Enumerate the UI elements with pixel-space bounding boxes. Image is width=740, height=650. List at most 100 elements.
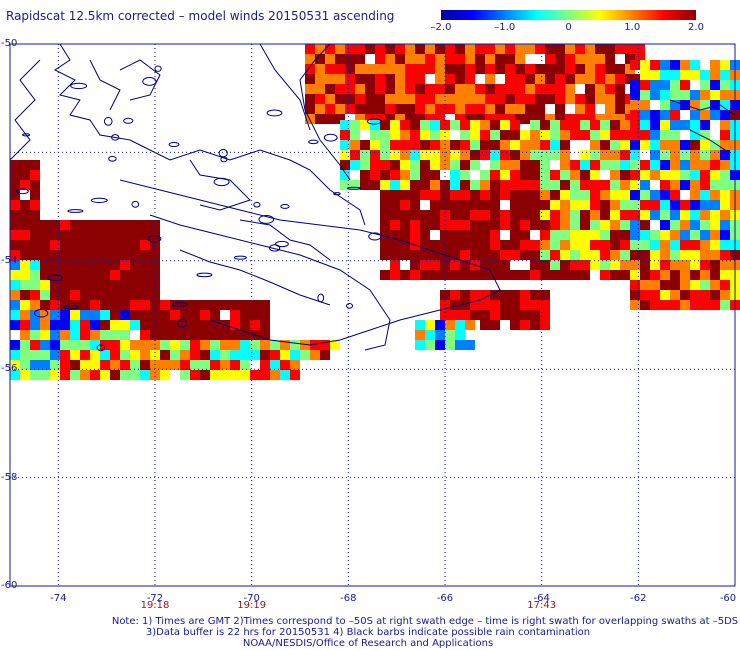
wind-cell bbox=[305, 54, 315, 64]
wind-cell bbox=[445, 74, 455, 84]
wind-cell bbox=[460, 160, 470, 170]
wind-cell bbox=[400, 220, 410, 230]
wind-cell bbox=[120, 310, 130, 320]
wind-cell bbox=[380, 270, 390, 280]
wind-cell bbox=[380, 120, 390, 130]
wind-cell bbox=[405, 114, 415, 124]
wind-cell bbox=[620, 190, 630, 200]
latitude-label: -56 bbox=[1, 363, 18, 375]
wind-cell bbox=[640, 90, 650, 100]
coast-line bbox=[689, 129, 726, 151]
wind-cell bbox=[670, 100, 680, 110]
wind-cell bbox=[520, 130, 530, 140]
wind-cell bbox=[430, 200, 440, 210]
island bbox=[154, 65, 162, 72]
wind-cell bbox=[100, 270, 110, 280]
wind-cell bbox=[130, 260, 140, 270]
wind-cell bbox=[490, 230, 500, 240]
wind-cell bbox=[10, 340, 20, 350]
wind-cell bbox=[560, 260, 570, 270]
wind-cell bbox=[410, 170, 420, 180]
wind-cell bbox=[370, 180, 380, 190]
wind-cell bbox=[605, 114, 615, 124]
island bbox=[15, 188, 29, 195]
wind-cell bbox=[380, 130, 390, 140]
wind-cell bbox=[280, 360, 290, 370]
wind-cell bbox=[30, 340, 40, 350]
latitude-label: -58 bbox=[1, 471, 18, 483]
wind-cell bbox=[290, 350, 300, 360]
wind-cell bbox=[605, 74, 615, 84]
wind-cell bbox=[70, 230, 80, 240]
wind-cell bbox=[510, 190, 520, 200]
wind-cell bbox=[480, 130, 490, 140]
wind-cell bbox=[460, 170, 470, 180]
wind-cell bbox=[180, 310, 190, 320]
wind-cell bbox=[410, 260, 420, 270]
wind-cell bbox=[200, 360, 210, 370]
wind-cell bbox=[170, 350, 180, 360]
wind-cell bbox=[500, 150, 510, 160]
wind-cell bbox=[315, 64, 325, 74]
wind-cell bbox=[690, 140, 700, 150]
wind-cell bbox=[240, 330, 250, 340]
wind-cell bbox=[100, 300, 110, 310]
wind-cell bbox=[710, 140, 720, 150]
wind-cell bbox=[425, 320, 435, 330]
wind-cell bbox=[400, 130, 410, 140]
wind-cell bbox=[465, 94, 475, 104]
swath-time-label: 17:43 bbox=[527, 600, 557, 611]
wind-cell bbox=[430, 190, 440, 200]
wind-cell bbox=[690, 290, 700, 300]
wind-cell bbox=[100, 220, 110, 230]
wind-cell bbox=[710, 150, 720, 160]
wind-cell bbox=[510, 210, 520, 220]
wind-cell bbox=[335, 94, 345, 104]
wind-cell bbox=[110, 340, 120, 350]
wind-cell bbox=[720, 160, 730, 170]
wind-cell bbox=[290, 370, 300, 380]
wind-cell bbox=[470, 180, 480, 190]
wind-cell bbox=[510, 200, 520, 210]
wind-cell bbox=[690, 180, 700, 190]
wind-cell bbox=[350, 150, 360, 160]
wind-cell bbox=[345, 94, 355, 104]
wind-cell bbox=[560, 240, 570, 250]
wind-cell bbox=[400, 270, 410, 280]
note-line-2: 3)Data buffer is 22 hrs for 20150531 4) … bbox=[145, 627, 591, 638]
wind-cell bbox=[720, 280, 730, 290]
wind-cell bbox=[445, 320, 455, 330]
wind-cell bbox=[540, 240, 550, 250]
wind-cell bbox=[565, 114, 575, 124]
wind-cell bbox=[650, 80, 660, 90]
wind-cell bbox=[600, 200, 610, 210]
wind-cell bbox=[600, 220, 610, 230]
wind-cell bbox=[120, 250, 130, 260]
wind-cell bbox=[315, 74, 325, 84]
wind-cell bbox=[230, 350, 240, 360]
wind-cell bbox=[565, 64, 575, 74]
wind-cell bbox=[380, 190, 390, 200]
wind-cell bbox=[720, 260, 730, 270]
wind-cell bbox=[100, 340, 110, 350]
wind-cell bbox=[580, 190, 590, 200]
wind-cell bbox=[420, 130, 430, 140]
wind-cell bbox=[325, 74, 335, 84]
wind-cell bbox=[650, 230, 660, 240]
wind-cell bbox=[605, 94, 615, 104]
wind-cell bbox=[415, 340, 425, 350]
wind-cell bbox=[430, 220, 440, 230]
wind-cell bbox=[505, 64, 515, 74]
wind-cell bbox=[550, 190, 560, 200]
wind-cell bbox=[425, 84, 435, 94]
wind-cell bbox=[430, 150, 440, 160]
wind-cell bbox=[365, 44, 375, 54]
wind-cell bbox=[710, 260, 720, 270]
wind-cell bbox=[400, 210, 410, 220]
wind-cell bbox=[490, 320, 500, 330]
wind-cell bbox=[490, 200, 500, 210]
wind-cell bbox=[90, 360, 100, 370]
wind-cell bbox=[485, 114, 495, 124]
wind-cell bbox=[380, 150, 390, 160]
wind-cell bbox=[280, 340, 290, 350]
